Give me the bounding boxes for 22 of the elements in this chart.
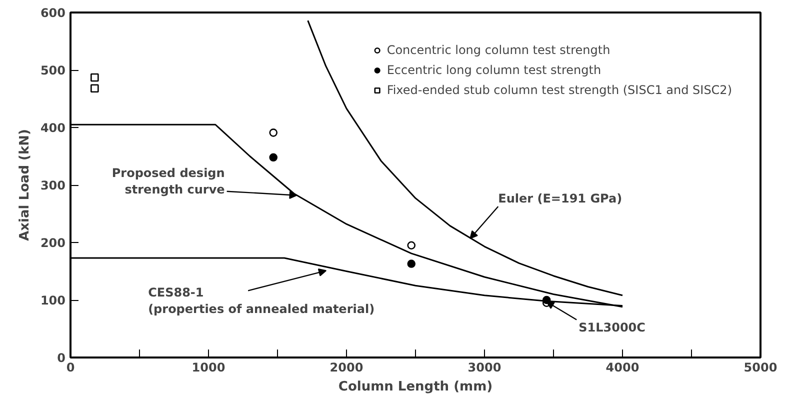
x-tick-label: 4000 xyxy=(606,360,640,374)
y-tick-label: 0 xyxy=(57,351,66,365)
y-tick-label: 300 xyxy=(40,178,66,192)
y-tick-label: 600 xyxy=(40,6,66,20)
y-tick-label: 400 xyxy=(40,121,66,135)
x-axis-title: Column Length (mm) xyxy=(338,380,493,394)
x-tick-label: 5000 xyxy=(744,360,778,374)
annotation: CES88-1 (properties of annealed material) xyxy=(148,285,375,316)
y-tick-label: 100 xyxy=(40,294,66,308)
x-tick-label: 3000 xyxy=(468,360,502,374)
y-tick-label: 200 xyxy=(40,236,66,250)
x-tick-label: 0 xyxy=(66,360,75,374)
y-axis-title: Axial Load (kN) xyxy=(17,129,32,241)
x-tick-label: 2000 xyxy=(330,360,364,374)
legend-label: Fixed-ended stub column test strength (SISC1 and SISC2) xyxy=(386,83,732,97)
annotation: Proposed design strength curve xyxy=(112,166,225,197)
legend-label: Concentric long column test strength xyxy=(386,43,610,57)
annotation: S1L3000C xyxy=(578,320,646,335)
annotation: Euler (E=191 GPa) xyxy=(498,191,622,206)
x-tick-label: 1000 xyxy=(192,360,226,374)
y-tick-label: 500 xyxy=(40,64,66,78)
legend-label: Eccentric long column test strength xyxy=(386,63,602,77)
